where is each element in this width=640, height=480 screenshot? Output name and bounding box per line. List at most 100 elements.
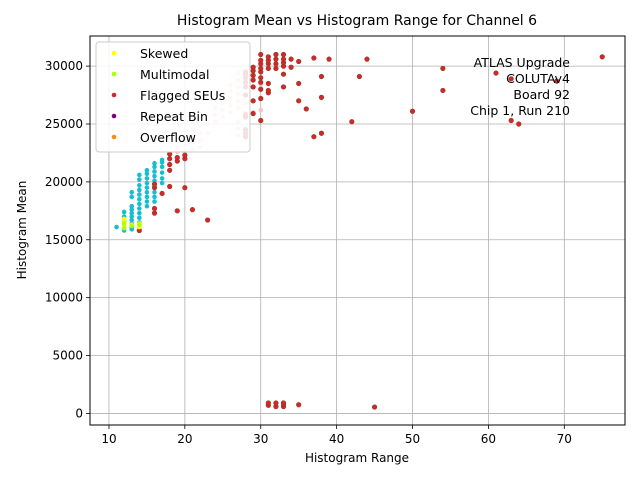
normal-point bbox=[152, 164, 157, 170]
flagged-seus-point bbox=[440, 87, 446, 94]
normal-point bbox=[129, 210, 135, 216]
annotation-line: COLUTAv4 bbox=[506, 71, 570, 86]
legend: Skewed Multimodal Flagged SEUs Repeat Bin Ov… bbox=[95, 41, 251, 153]
flagged-seus-point bbox=[250, 84, 256, 90]
flagged-seus-point bbox=[258, 57, 264, 63]
y-axis-label: Histogram Mean bbox=[15, 181, 29, 280]
flagged-seus-point bbox=[318, 130, 325, 136]
multimodal-point bbox=[129, 223, 135, 229]
flagged-seus-point bbox=[250, 72, 256, 78]
normal-point bbox=[144, 180, 150, 186]
flagged-seus-point bbox=[296, 402, 302, 408]
x-tick-label: 70 bbox=[557, 432, 572, 446]
flagged-seus-point bbox=[349, 119, 355, 125]
x-tick-label: 10 bbox=[101, 432, 116, 446]
flagged-seus-point bbox=[159, 190, 165, 197]
plot-frame bbox=[89, 35, 626, 426]
flagged-seus-point bbox=[273, 51, 279, 58]
normal-point bbox=[152, 161, 157, 166]
flagged-seus-point bbox=[554, 78, 560, 84]
y-tick-label: 15000 bbox=[45, 233, 83, 247]
x-axis-label: Histogram Range bbox=[305, 451, 409, 465]
flagged-seus-point bbox=[273, 61, 279, 67]
flagged-seus-point bbox=[516, 121, 522, 127]
normal-point bbox=[137, 177, 142, 182]
flagged-seus-point bbox=[288, 56, 294, 62]
y-tick-label: 20000 bbox=[45, 175, 83, 189]
flagged-seus-point bbox=[265, 87, 271, 94]
legend-marker bbox=[111, 50, 117, 56]
normal-point bbox=[129, 194, 135, 200]
flagged-seus-point bbox=[258, 86, 264, 92]
multimodal-point bbox=[121, 221, 127, 226]
annotation-line: Board 92 bbox=[513, 87, 570, 102]
flagged-seus-point bbox=[265, 54, 271, 60]
flagged-seus-point bbox=[296, 58, 302, 65]
flagged-seus-point bbox=[258, 117, 264, 124]
flagged-seus-point bbox=[508, 117, 514, 124]
y-tick-label: 30000 bbox=[45, 59, 83, 73]
flagged-seus-point bbox=[265, 65, 271, 72]
x-tick-label: 30 bbox=[253, 432, 268, 446]
flagged-seus-point bbox=[280, 51, 287, 58]
x-tick-label: 60 bbox=[481, 432, 496, 446]
chart-title: Histogram Mean vs Histogram Range for Ch… bbox=[177, 13, 537, 29]
normal-point bbox=[137, 215, 142, 221]
flagged-seus-point bbox=[258, 65, 264, 72]
normal-point bbox=[144, 176, 150, 181]
flagged-seus-point bbox=[280, 56, 287, 62]
flagged-seus-point bbox=[326, 56, 332, 62]
flagged-seus-point bbox=[273, 65, 279, 72]
legend-marker bbox=[111, 92, 117, 98]
normal-point bbox=[152, 173, 157, 179]
flagged-seus-point bbox=[174, 208, 180, 214]
flagged-seus-point bbox=[288, 64, 294, 70]
normal-point bbox=[137, 187, 142, 193]
normal-point bbox=[129, 217, 135, 223]
flagged-seus-point bbox=[280, 71, 287, 77]
legend-marker bbox=[111, 113, 117, 119]
legend-label: Skewed bbox=[140, 46, 188, 61]
flagged-seus-point bbox=[250, 77, 256, 83]
flagged-seus-point bbox=[151, 210, 158, 216]
normal-point bbox=[114, 224, 119, 230]
normal-point bbox=[137, 172, 142, 178]
flagged-seus-point bbox=[371, 404, 378, 410]
flagged-seus-point bbox=[280, 84, 287, 90]
annotation-line: Chip 1, Run 210 bbox=[470, 103, 570, 118]
flagged-seus-point bbox=[167, 161, 173, 168]
normal-point bbox=[129, 203, 135, 209]
y-axis-ticks: 0 5000 10000 15000 20000 25000 30000 bbox=[45, 59, 90, 420]
flagged-seus-point bbox=[167, 167, 173, 173]
flagged-seus-point bbox=[258, 95, 264, 102]
y-tick-label: 0 bbox=[75, 406, 83, 420]
normal-point bbox=[137, 183, 142, 188]
flagged-seus-point bbox=[280, 400, 287, 406]
normal-point bbox=[144, 194, 150, 200]
normal-point bbox=[137, 201, 142, 207]
normal-point bbox=[159, 157, 165, 163]
flagged-seus-point bbox=[151, 181, 158, 187]
flagged-seus-point bbox=[182, 152, 188, 158]
flagged-seus-point bbox=[303, 106, 309, 112]
x-axis-ticks: 10 20 30 40 50 60 70 bbox=[101, 425, 572, 446]
normal-point bbox=[144, 185, 150, 190]
flagged-seus-point bbox=[273, 400, 279, 406]
x-tick-label: 20 bbox=[177, 432, 192, 446]
flagged-seus-point bbox=[318, 94, 325, 100]
normal-point bbox=[159, 164, 165, 170]
normal-point bbox=[144, 189, 150, 195]
normal-point bbox=[152, 199, 157, 204]
flagged-seus-point bbox=[167, 156, 173, 162]
legend-box bbox=[95, 41, 251, 153]
y-tick-label: 25000 bbox=[45, 117, 83, 131]
flagged-seus-point bbox=[182, 185, 188, 191]
flagged-seus-point bbox=[189, 207, 196, 213]
flagged-seus-point bbox=[296, 98, 302, 104]
flagged-seus-point bbox=[258, 79, 264, 85]
flagged-seus-point bbox=[364, 56, 370, 62]
flagged-seus-point bbox=[409, 108, 416, 114]
flagged-seus-point bbox=[493, 70, 499, 76]
